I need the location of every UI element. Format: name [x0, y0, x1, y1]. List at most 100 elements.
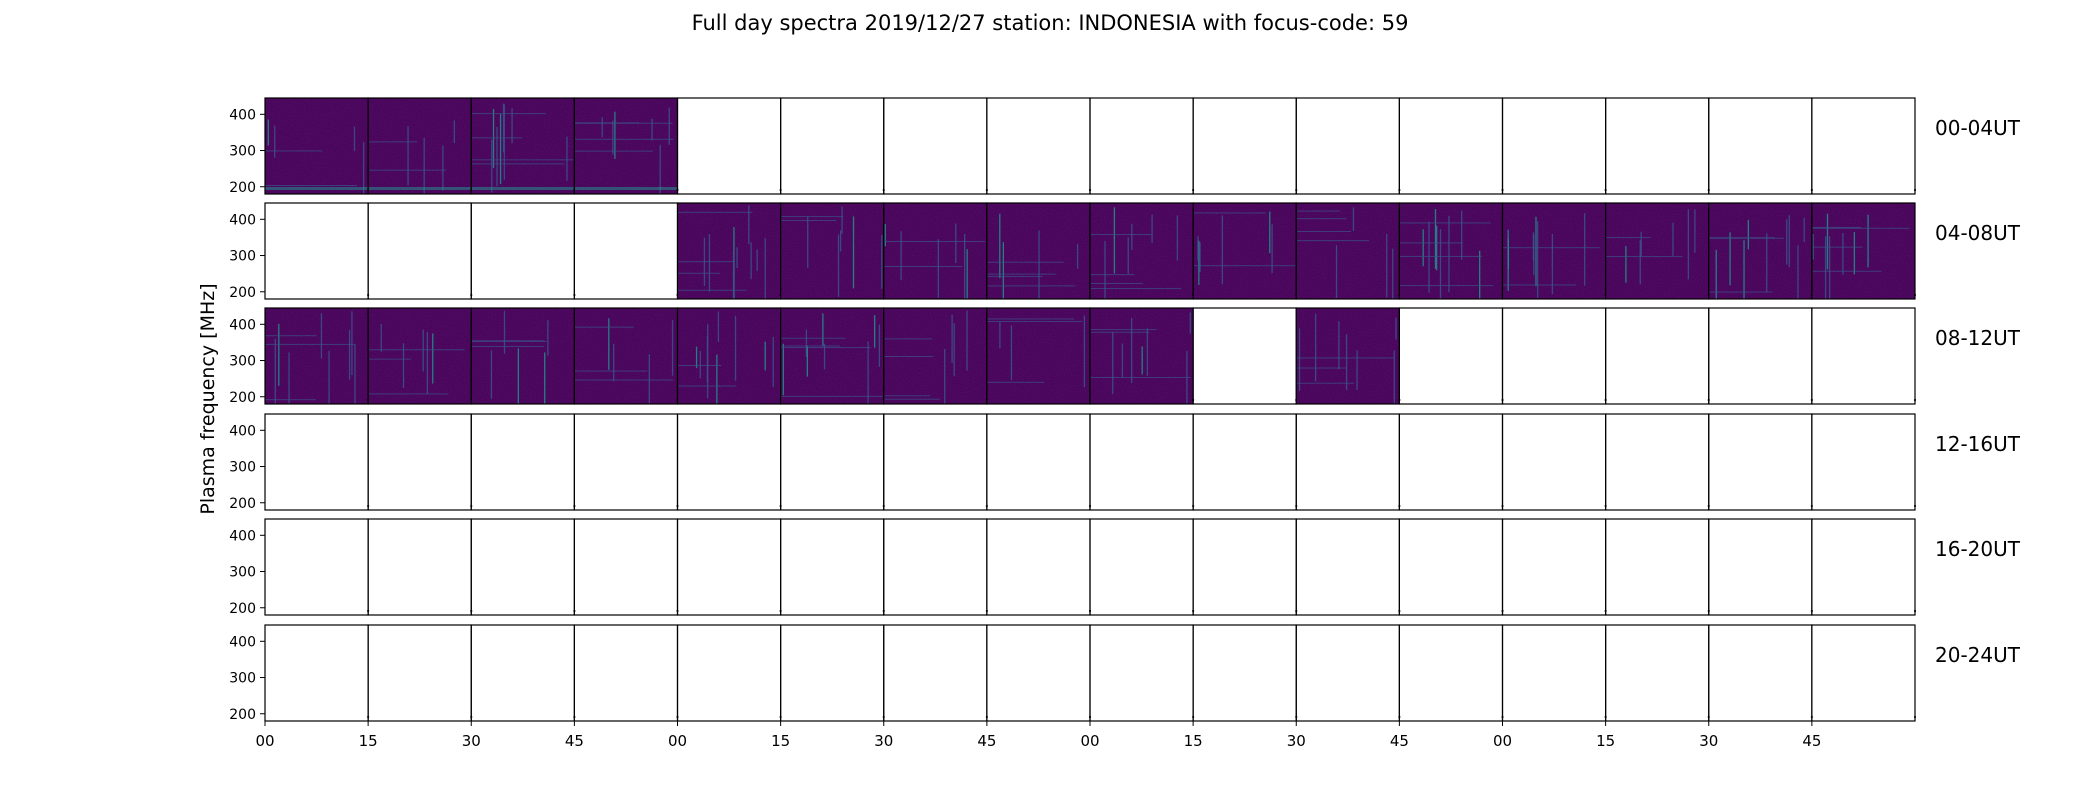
streak-line — [986, 275, 1043, 277]
burst-line — [955, 223, 957, 264]
row-label: 16-20UT — [1935, 537, 2021, 561]
panel-frame — [1708, 518, 1813, 616]
y-tick-label: 400 — [229, 634, 256, 650]
panel-frame — [1089, 624, 1194, 722]
panel-frame — [1708, 307, 1813, 405]
burst-line — [1352, 207, 1355, 231]
streak-line — [677, 211, 753, 213]
panel-frame — [1192, 97, 1297, 195]
burst-line — [732, 250, 735, 299]
burst-line — [612, 120, 614, 155]
streak-line — [986, 273, 1056, 275]
spectrogram-panel — [780, 308, 884, 404]
burst-line — [750, 242, 752, 280]
spectrogram-noise — [574, 308, 678, 404]
burst-line — [491, 139, 493, 193]
panel-frame — [1605, 518, 1710, 616]
burst-line — [614, 111, 616, 160]
x-tick-label: 45 — [977, 732, 996, 750]
panel-frame — [470, 413, 575, 511]
panel-frame — [1811, 518, 1916, 616]
streak-line — [1811, 226, 1862, 228]
streak-line — [1811, 246, 1863, 248]
spectrogram-panel — [1090, 203, 1194, 299]
streak-line — [368, 393, 449, 395]
burst-line — [432, 333, 434, 384]
streak-line — [368, 141, 418, 143]
panel-frame — [1089, 97, 1194, 195]
panel-frame — [780, 413, 885, 511]
burst-line — [841, 206, 843, 234]
panel-frame — [1811, 202, 1916, 300]
burst-line — [651, 118, 653, 141]
streak-line — [1708, 237, 1775, 239]
burst-line — [1393, 350, 1395, 404]
burst-line — [807, 216, 809, 269]
spectrogram-noise — [368, 308, 472, 404]
burst-line — [1743, 240, 1745, 299]
x-tick-label: 15 — [1596, 732, 1615, 750]
spectrogram-noise — [574, 98, 678, 194]
streak-line — [677, 364, 722, 366]
panel-frame — [1089, 518, 1194, 616]
streak-line — [1090, 288, 1182, 290]
streak-line — [780, 337, 846, 339]
spectrogram-panel — [1399, 203, 1503, 299]
burst-line — [1010, 325, 1013, 381]
streak-line — [574, 326, 635, 328]
streak-line — [780, 216, 844, 218]
burst-line — [736, 247, 738, 269]
spectrogram-noise — [780, 308, 884, 404]
burst-line — [1639, 240, 1641, 285]
low-band — [471, 187, 575, 190]
burst-line — [1729, 232, 1731, 286]
burst-line — [1146, 328, 1148, 376]
streak-line — [986, 381, 1045, 383]
x-tick-label: 30 — [874, 732, 893, 750]
burst-line — [951, 314, 953, 364]
burst-line — [1002, 242, 1005, 299]
x-tick-label: 15 — [1184, 732, 1203, 750]
row-label: 04-08UT — [1935, 221, 2021, 245]
streak-line — [1296, 210, 1340, 212]
burst-line — [1428, 221, 1430, 293]
y-tick-label: 400 — [229, 107, 256, 123]
panel-frame — [1295, 413, 1400, 511]
burst-line — [1479, 250, 1481, 299]
streak-line — [780, 395, 883, 397]
burst-line — [453, 120, 455, 144]
burst-line — [1038, 230, 1040, 299]
panel-frame — [1501, 413, 1607, 511]
burst-line — [782, 343, 784, 396]
burst-line — [1694, 209, 1696, 253]
burst-line — [699, 350, 701, 379]
panel-frame — [883, 97, 988, 195]
burst-line — [1131, 223, 1133, 251]
streak-line — [1811, 270, 1882, 272]
streak-line — [1708, 237, 1785, 239]
spectrogram-noise — [471, 98, 575, 194]
burst-line — [1434, 209, 1437, 269]
spectrogram-panel — [471, 98, 575, 194]
streak-line — [883, 266, 963, 268]
streak-line — [471, 113, 546, 115]
panel-frame — [264, 413, 369, 511]
burst-line — [1345, 334, 1348, 391]
panel-frame — [1605, 97, 1710, 195]
y-tick-label: 400 — [229, 528, 256, 544]
streak-line — [883, 338, 932, 340]
panel-frame — [470, 202, 575, 300]
panel-frame — [1192, 624, 1297, 722]
panel-frame — [1295, 624, 1400, 722]
burst-line — [353, 126, 356, 152]
panel-frame — [1605, 413, 1710, 511]
spectrogram-panel — [1193, 203, 1297, 299]
burst-line — [695, 346, 698, 369]
burst-line — [867, 341, 869, 404]
panel-frame — [1501, 97, 1607, 195]
panel-frame — [1192, 307, 1297, 405]
spectrogram-panel — [986, 308, 1092, 404]
burst-line — [1535, 216, 1537, 287]
burst-line — [1551, 234, 1554, 295]
burst-line — [805, 329, 808, 357]
